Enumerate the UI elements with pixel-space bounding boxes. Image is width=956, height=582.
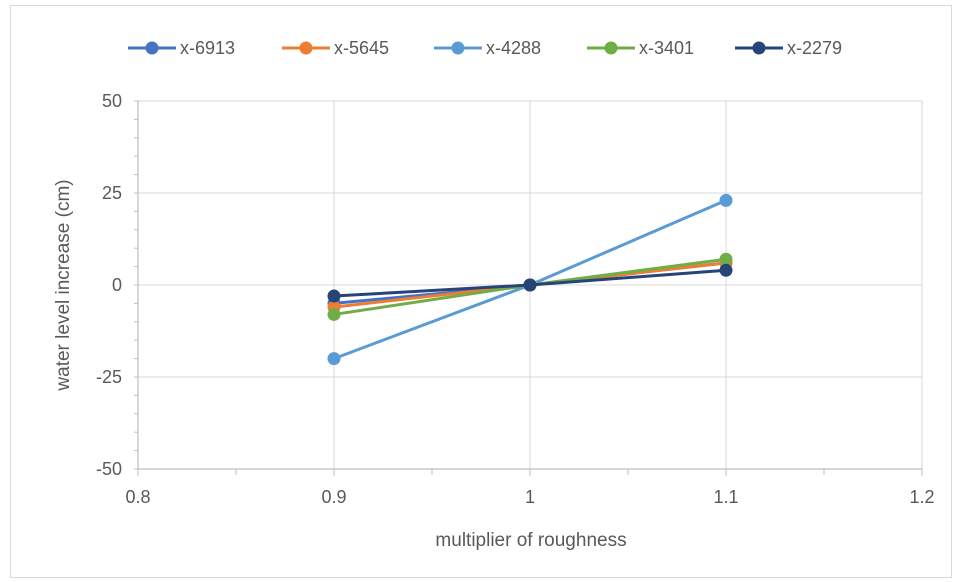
x-tick-label: 0.9 (321, 487, 346, 507)
y-tick-label: -25 (96, 367, 122, 387)
y-axis-title: water level increase (cm) (53, 179, 74, 391)
x-tick-label: 0.8 (125, 487, 150, 507)
x-tick-label: 1.1 (713, 487, 738, 507)
x-axis-title: multiplier of roughness (435, 530, 626, 551)
legend-label: x-5645 (334, 38, 389, 58)
legend-label: x-4288 (486, 38, 541, 58)
legend-swatch-marker (604, 41, 618, 55)
x-tick-labels: 0.8 0.9 1 1.1 1.2 (125, 487, 934, 507)
data-point (523, 278, 537, 292)
data-point (719, 263, 733, 277)
data-point (327, 289, 341, 303)
legend-label: x-2279 (787, 38, 842, 58)
data-point (719, 252, 733, 266)
legend-label: x-6913 (180, 38, 235, 58)
legend-swatch-marker (145, 41, 159, 55)
legend-swatch-marker (299, 41, 313, 55)
data-point (327, 352, 341, 366)
y-tick-label: 50 (102, 91, 122, 111)
legend-item: x-5645 (282, 38, 389, 58)
legend-item: x-2279 (735, 38, 842, 58)
axes (134, 100, 923, 476)
legend-label: x-3401 (639, 38, 694, 58)
series-group (327, 193, 733, 366)
legend-swatch-marker (752, 41, 766, 55)
data-point (719, 193, 733, 207)
legend-item: x-4288 (434, 38, 541, 58)
y-tick-label: -50 (96, 459, 122, 479)
legend-item: x-6913 (128, 38, 235, 58)
y-tick-label: 0 (112, 275, 122, 295)
data-point (327, 307, 341, 321)
y-tick-labels: 50 25 0 -25 -50 (96, 91, 122, 479)
legend-item: x-3401 (587, 38, 694, 58)
x-tick-label: 1.2 (909, 487, 934, 507)
series-x-2279 (327, 263, 733, 303)
y-tick-label: 25 (102, 183, 122, 203)
x-tick-label: 1 (525, 487, 535, 507)
legend-swatch-marker (451, 41, 465, 55)
legend: x-6913 x-5645 x-4288 x-3401 x-2279 (128, 38, 842, 58)
